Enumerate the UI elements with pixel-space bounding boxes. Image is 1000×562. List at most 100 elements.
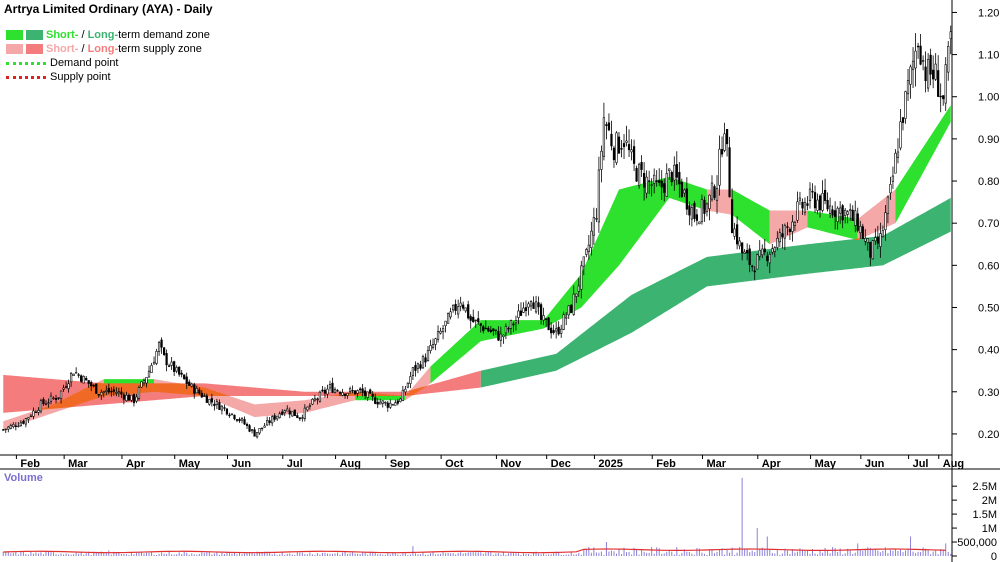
candle-body [107, 387, 110, 393]
candle-body [703, 199, 706, 214]
candle-body [213, 403, 216, 406]
candle-body [632, 146, 636, 164]
candle-body [429, 345, 432, 351]
x-tick-label: May [179, 458, 201, 470]
candle-body [713, 186, 716, 198]
vol-tick-label: 500,000 [957, 537, 997, 549]
candle-body [95, 383, 98, 394]
candle-body [587, 244, 590, 252]
candle-body [341, 392, 344, 396]
candle-body [258, 428, 261, 434]
candle-body [150, 365, 153, 373]
short-zone-290 [732, 189, 770, 245]
candle-body [469, 316, 472, 321]
candle-body [331, 382, 334, 393]
overlap-zone [142, 383, 146, 393]
y-axis: 0.20 0.30 0.40 0.50 0.60 0.70 0.80 0.90 1.00 1.10… [952, 7, 999, 441]
candle-body [881, 230, 885, 238]
vol-tick-label: 0 [991, 551, 997, 562]
candle-body [761, 248, 764, 256]
overlap-zone [396, 395, 400, 396]
candle-body [949, 31, 952, 40]
overlap-zone [393, 395, 397, 396]
candle-body [436, 331, 440, 340]
candle-body [537, 302, 540, 308]
candle-body [2, 429, 5, 431]
candle-body [288, 410, 291, 415]
candle-body [665, 173, 668, 197]
candle-body [318, 391, 322, 402]
candle-body [145, 377, 148, 384]
x-tick-label: Dec [551, 458, 571, 470]
candle-body [47, 402, 50, 404]
candle-body [708, 194, 711, 209]
candle-body [874, 237, 877, 242]
candle-body [112, 389, 115, 392]
candle-body [245, 423, 249, 426]
x-tick-label: Feb [20, 458, 40, 470]
candle-body [577, 285, 580, 292]
candle-body [57, 397, 60, 399]
candle-body [595, 218, 598, 220]
overlap-zone [56, 401, 61, 409]
candle-body [482, 326, 485, 332]
overlap-zone [210, 390, 214, 396]
candle-body [193, 384, 196, 394]
candle-body [851, 209, 854, 221]
overlap-zone [391, 394, 395, 396]
candle-body [255, 432, 259, 438]
candle-body [866, 238, 869, 243]
overlap-zone [155, 383, 159, 392]
overlap-zone [62, 399, 66, 408]
candle-body [52, 397, 55, 400]
overlap-zone [388, 394, 392, 396]
candle-body [680, 181, 683, 197]
candle-body [29, 415, 33, 418]
candle-body [906, 80, 910, 95]
overlap-zone [132, 383, 136, 394]
overlap-zone [416, 388, 420, 392]
candle-body [720, 149, 724, 155]
candle-body [911, 60, 915, 70]
y-tick-label: 0.90 [978, 134, 999, 146]
candle-body [389, 402, 392, 408]
candle-body [326, 388, 329, 395]
overlap-zone [182, 384, 186, 395]
candle-body [444, 320, 447, 327]
y-tick-label: 0.80 [978, 176, 999, 188]
candle-body [502, 334, 505, 338]
candle-body [120, 391, 123, 395]
overlap-zone [175, 383, 179, 394]
candle-body [404, 388, 407, 393]
candle-body [552, 330, 555, 333]
candle-body [856, 213, 859, 231]
legend-demand-long: Long- [87, 29, 119, 41]
candle-body [839, 207, 842, 214]
overlap-zone [421, 386, 425, 389]
candle-body [836, 207, 839, 223]
candle-body [323, 389, 327, 394]
candle-body [904, 91, 907, 119]
candle-body [788, 228, 792, 233]
candle-body [371, 393, 374, 397]
candle-body [22, 420, 25, 424]
candle-body [886, 196, 890, 214]
short-zone-170 [430, 176, 707, 384]
overlap-zone [202, 387, 206, 396]
overlap-zone [49, 405, 53, 409]
candle-body [346, 392, 349, 396]
candle-body [698, 221, 701, 225]
overlap-zone [381, 394, 385, 396]
candle-body [514, 320, 518, 324]
overlap-zone [64, 398, 68, 408]
overlap-zone [205, 388, 209, 396]
candle-body [263, 425, 266, 428]
overlap-zone [89, 385, 93, 401]
candle-body [240, 418, 244, 421]
candle-body [384, 401, 387, 404]
candle-body [876, 236, 879, 244]
candle-body [351, 390, 354, 392]
candle-body [132, 394, 136, 404]
overlap-zone [67, 396, 71, 408]
